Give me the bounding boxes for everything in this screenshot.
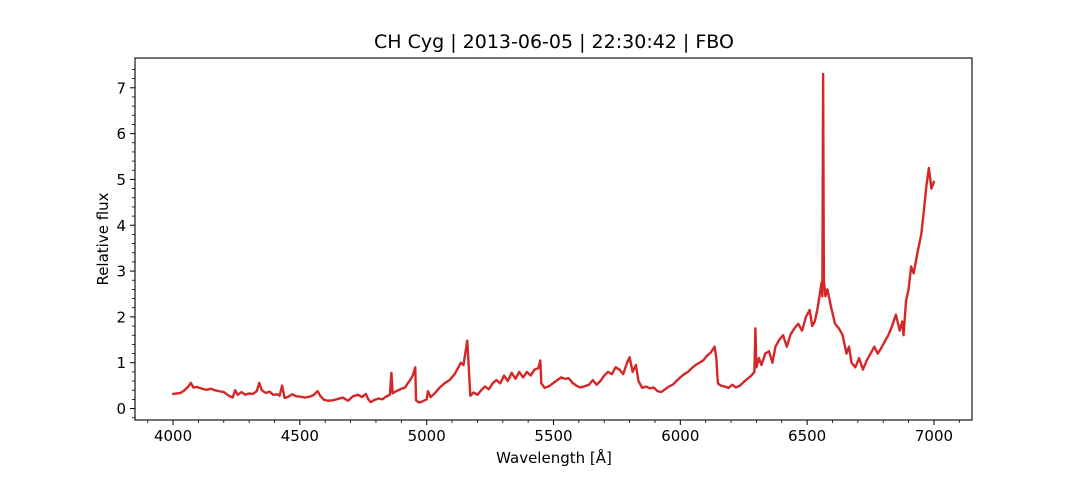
y-tick-label: 0 — [116, 400, 126, 418]
x-tick-label: 5500 — [534, 427, 572, 445]
plot-frame — [134, 57, 973, 421]
y-axis-ticks: 0 1 2 3 4 5 6 7 — [116, 69, 135, 419]
y-tick-label: 6 — [116, 125, 126, 143]
x-tick-label: 5000 — [408, 427, 446, 445]
x-tick-label: 6000 — [661, 427, 699, 445]
chart-title: CH Cyg | 2013-06-05 | 22:30:42 | FBO — [374, 31, 734, 53]
x-tick-label: 6500 — [788, 427, 826, 445]
y-tick-label: 7 — [116, 79, 126, 97]
x-tick-label: 4500 — [281, 427, 319, 445]
y-tick-label: 4 — [116, 217, 126, 235]
y-tick-label: 3 — [116, 263, 126, 281]
x-axis-ticks: 4000 4500 5000 5500 6000 6500 7000 — [147, 420, 960, 445]
x-axis-label: Wavelength [Å] — [496, 448, 612, 467]
y-tick-label: 2 — [116, 308, 126, 326]
y-axis-label: Relative flux — [94, 192, 112, 285]
x-tick-label: 7000 — [915, 427, 953, 445]
spectrum-series-line — [171, 72, 936, 404]
y-tick-label: 5 — [116, 171, 126, 189]
y-tick-label: 1 — [116, 354, 126, 372]
x-tick-label: 4000 — [154, 427, 192, 445]
